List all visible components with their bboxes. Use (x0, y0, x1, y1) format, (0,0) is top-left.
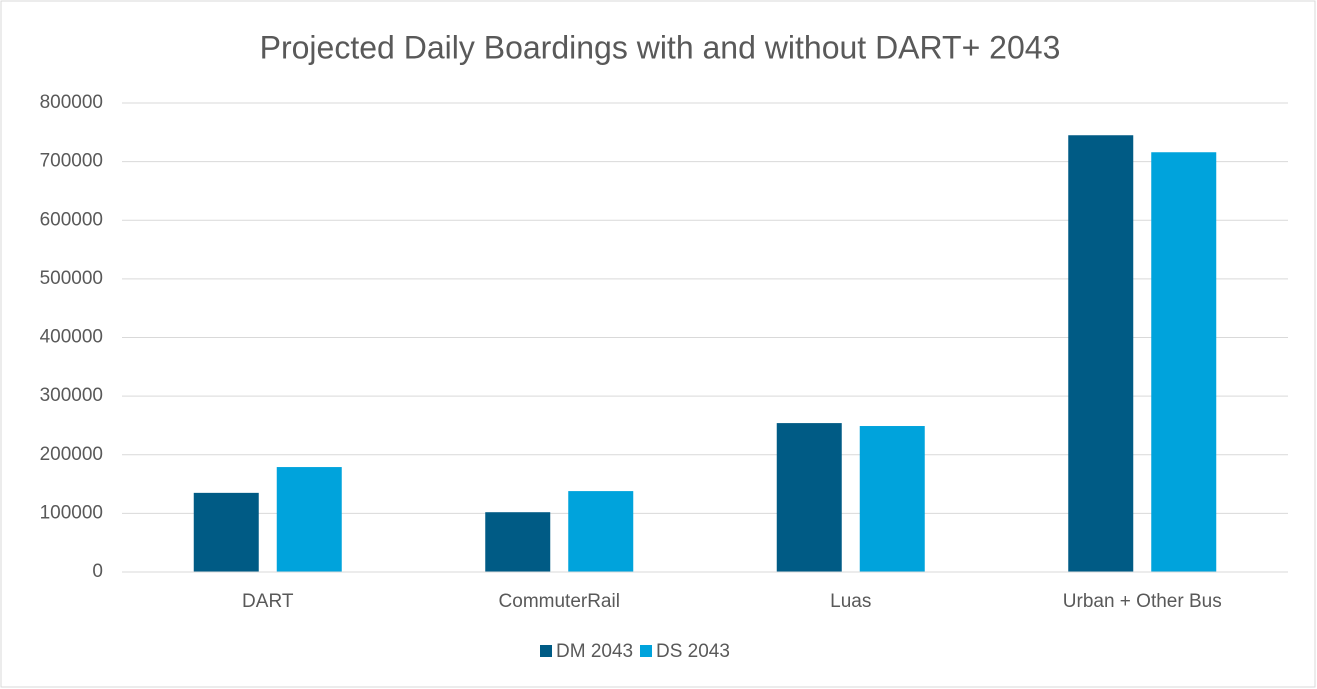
x-tick-label: Luas (830, 591, 871, 612)
y-tick-label: 800000 (40, 92, 103, 113)
legend-swatch (540, 645, 552, 657)
x-tick-label: Urban + Other Bus (1063, 591, 1222, 612)
x-tick-label: DART (242, 591, 294, 612)
y-tick-label: 100000 (40, 502, 103, 523)
bar (776, 423, 842, 572)
bar (1151, 152, 1217, 572)
y-tick-label: 600000 (40, 209, 103, 230)
bar (485, 512, 551, 572)
y-tick-label: 200000 (40, 444, 103, 465)
bar (568, 491, 634, 572)
y-tick-label: 0 (92, 561, 103, 582)
bar (1068, 135, 1134, 572)
x-tick-label: CommuterRail (499, 591, 620, 612)
bar (193, 492, 259, 572)
legend-label: DM 2043 (556, 641, 633, 662)
bar (859, 426, 925, 572)
legend-label: DS 2043 (656, 641, 730, 662)
bar (276, 467, 342, 572)
y-tick-label: 500000 (40, 268, 103, 289)
chart-title: Projected Daily Boardings with and witho… (260, 29, 1061, 65)
y-tick-label: 700000 (40, 151, 103, 172)
y-tick-label: 400000 (40, 327, 103, 348)
legend-swatch (640, 645, 652, 657)
y-tick-label: 300000 (40, 385, 103, 406)
